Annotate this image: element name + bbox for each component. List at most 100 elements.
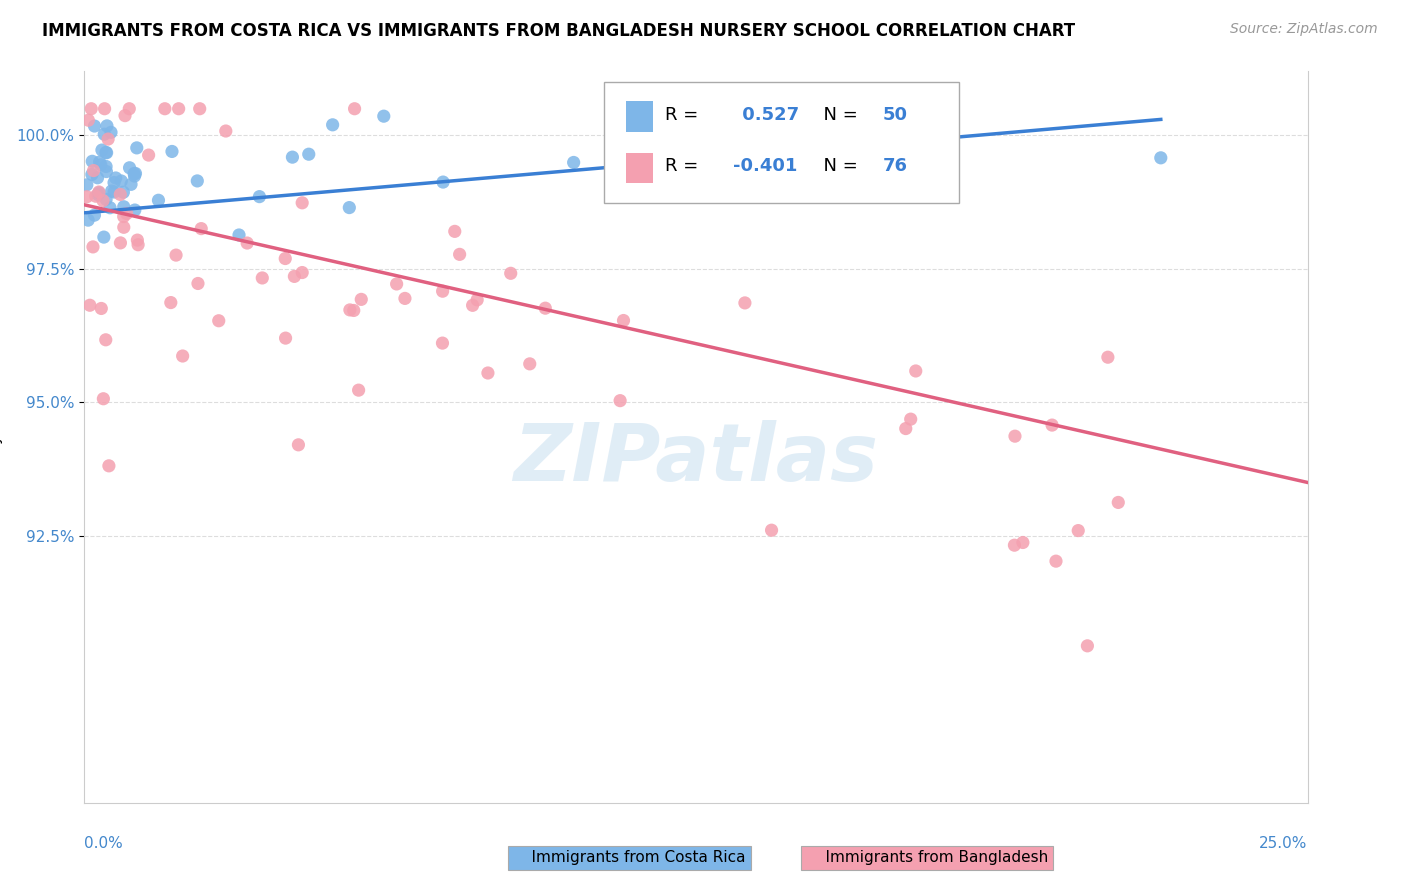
Point [283,269,305,284]
Text: N =: N = [813,106,863,124]
Point [281,150,304,164]
Y-axis label: Nursery School: Nursery School [0,379,3,495]
FancyBboxPatch shape [626,102,654,132]
Point [77,213,100,227]
Point [761,523,783,537]
Text: ZIPatlas: ZIPatlas [513,420,879,498]
Point [807,112,830,127]
Point [76,178,98,192]
Point [90,301,112,316]
Point [100,125,122,139]
Text: 0.527: 0.527 [737,106,800,124]
Point [298,147,321,161]
Point [97,132,120,146]
Point [339,302,361,317]
Point [103,185,125,199]
Point [82,240,104,254]
Point [93,127,115,141]
Point [519,357,541,371]
Point [112,210,135,224]
Point [215,124,238,138]
Point [82,154,104,169]
Point [91,194,114,208]
Point [90,158,112,172]
Point [172,349,194,363]
Point [94,192,117,206]
Point [125,141,148,155]
Point [432,336,454,351]
Point [432,175,454,189]
Point [127,233,149,247]
Point [124,202,146,217]
Point [94,333,117,347]
Point [190,221,212,235]
Text: 50: 50 [883,106,908,124]
Point [734,296,756,310]
Point [1067,524,1090,538]
FancyBboxPatch shape [605,82,959,203]
Point [112,220,135,235]
Point [187,277,209,291]
Point [894,421,917,435]
Point [76,190,98,204]
Point [499,266,522,280]
Text: 0.0%: 0.0% [84,836,124,851]
Point [122,167,145,181]
Point [112,200,135,214]
Point [465,293,488,307]
Point [343,102,366,116]
Point [186,174,208,188]
FancyBboxPatch shape [626,153,654,183]
Point [124,169,146,183]
Point [228,227,250,242]
Point [1002,538,1025,552]
Point [291,195,314,210]
Point [534,301,557,316]
Text: Immigrants from Bangladesh: Immigrants from Bangladesh [806,850,1049,865]
Point [103,176,125,190]
Point [1004,429,1026,443]
Point [97,458,120,473]
Point [112,186,135,200]
Point [1040,418,1063,433]
Point [1012,535,1035,549]
Point [118,102,141,116]
Point [461,298,484,312]
Point [609,393,631,408]
Point [291,266,314,280]
Point [89,155,111,169]
Point [96,164,118,178]
Point [110,235,132,250]
Point [347,383,370,397]
Point [120,178,142,192]
Point [148,194,170,208]
Point [153,102,176,116]
Point [96,145,118,160]
Point [160,145,183,159]
Text: -0.401: -0.401 [733,158,797,176]
Point [350,293,373,307]
Point [167,102,190,116]
Point [904,364,927,378]
Point [1107,495,1129,509]
Point [84,189,107,203]
Point [83,208,105,222]
Text: N =: N = [813,158,863,176]
Point [114,109,136,123]
Point [77,113,100,128]
Point [165,248,187,262]
Point [93,102,115,116]
Text: Source: ZipAtlas.com: Source: ZipAtlas.com [1230,22,1378,37]
Point [249,189,271,203]
Point [87,185,110,199]
Text: Immigrants from Costa Rica: Immigrants from Costa Rica [513,850,747,865]
Point [612,313,634,327]
Point [110,174,132,188]
Point [343,303,366,318]
Point [110,187,132,202]
Point [98,201,121,215]
Point [83,163,105,178]
Point [1076,639,1098,653]
Point [287,438,309,452]
Point [274,252,297,266]
